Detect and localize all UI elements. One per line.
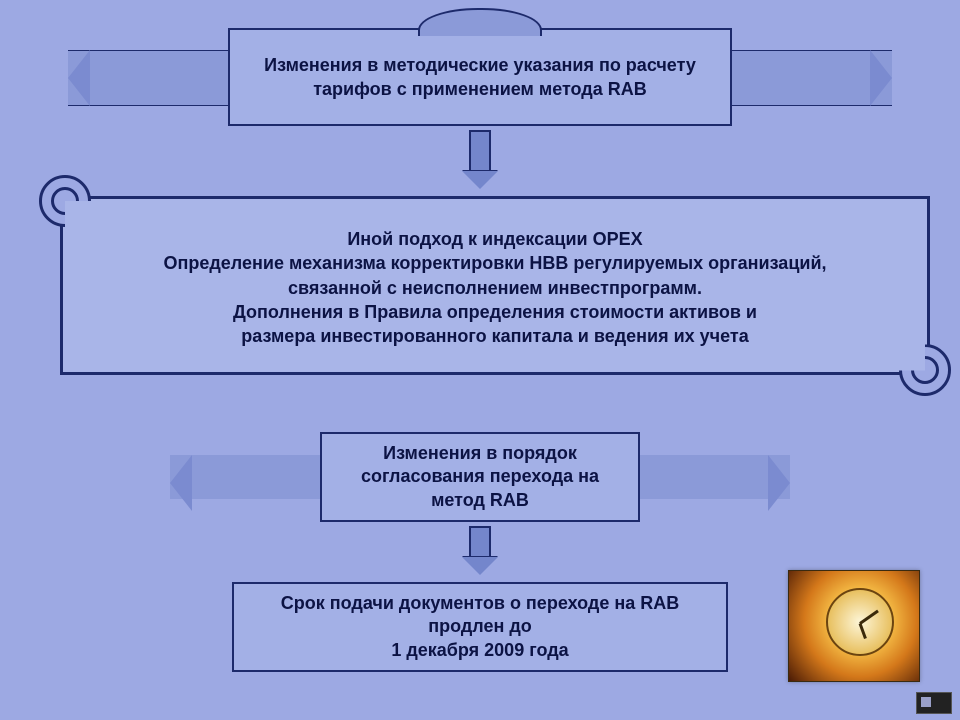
scroll-line-3: связанной с неисполнением инвестпрограмм… bbox=[77, 276, 913, 300]
title-box: Изменения в методические указания по рас… bbox=[228, 28, 732, 126]
banner2-line-3: метод RAB bbox=[361, 489, 599, 512]
arrow-head-small bbox=[462, 557, 498, 575]
banner-changes-procedure: Изменения в порядок согласования переход… bbox=[170, 432, 790, 522]
scroll-line-1: Иной подход к индексации ОРЕХ bbox=[77, 227, 913, 251]
scroll-box: Иной подход к индексации ОРЕХ Определени… bbox=[60, 196, 930, 375]
arrow-stem-small bbox=[469, 526, 491, 558]
banner3-line-1: Срок подачи документов о переходе на RAB bbox=[281, 592, 679, 615]
title-wing-right bbox=[732, 50, 892, 106]
banner2-wing-right bbox=[640, 455, 790, 499]
title-line-1: Изменения в методические указания по рас… bbox=[264, 53, 696, 77]
title-tab-icon bbox=[418, 8, 542, 36]
arrow-stem bbox=[469, 130, 491, 172]
title-banner: Изменения в методические указания по рас… bbox=[0, 28, 960, 126]
banner-deadline: Срок подачи документов о переходе на RAB… bbox=[232, 582, 728, 672]
title-wing-left bbox=[68, 50, 228, 106]
scroll-curl-bottom-right-icon bbox=[899, 344, 951, 396]
banner2-body: Изменения в порядок согласования переход… bbox=[320, 432, 640, 522]
scroll-curl-top-left-icon bbox=[39, 175, 91, 227]
title-line-2: тарифов с применением метода RAB bbox=[264, 77, 696, 101]
banner2-notch-right-icon bbox=[768, 455, 790, 511]
scroll-line-2: Определение механизма корректировки НВВ … bbox=[77, 251, 913, 275]
arrow-down-icon bbox=[462, 130, 498, 189]
banner3-line-2: продлен до bbox=[281, 615, 679, 638]
banner2-line-1: Изменения в порядок bbox=[361, 442, 599, 465]
banner2-line-2: согласования перехода на bbox=[361, 465, 599, 488]
scroll-line-5: размера инвестированного капитала и веде… bbox=[77, 324, 913, 348]
scroll-line-4: Дополнения в Правила определения стоимос… bbox=[77, 300, 913, 324]
clock-image bbox=[788, 570, 920, 682]
banner2-notch-left-icon bbox=[170, 455, 192, 511]
banner3-line-3: 1 декабря 2009 года bbox=[281, 639, 679, 662]
arrow-down-small-icon bbox=[462, 526, 498, 575]
title-notch-right-icon bbox=[870, 50, 892, 106]
title-notch-left-icon bbox=[68, 50, 90, 106]
arrow-head bbox=[462, 171, 498, 189]
slide-number-icon bbox=[916, 692, 952, 714]
banner2-wing-left bbox=[170, 455, 320, 499]
clock-face-icon bbox=[826, 588, 894, 656]
banner3-body: Срок подачи документов о переходе на RAB… bbox=[232, 582, 728, 672]
